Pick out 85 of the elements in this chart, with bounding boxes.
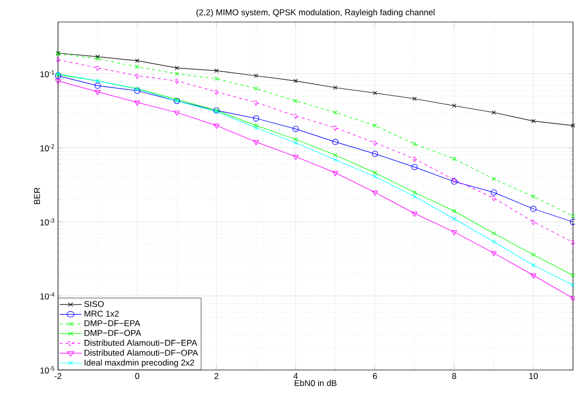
- x-tick-label: 6: [373, 373, 377, 380]
- point: [253, 140, 259, 146]
- point: [490, 251, 497, 256]
- x-axis-title: EbN0 in dB: [294, 380, 336, 386]
- point: [254, 74, 258, 78]
- point: [332, 138, 338, 146]
- y-tick-label: 10$^{-2}$: [40, 144, 54, 152]
- point: [372, 190, 378, 196]
- point: [372, 90, 378, 96]
- point: [332, 171, 338, 176]
- point: [174, 110, 180, 116]
- point: [570, 218, 575, 225]
- point: [214, 76, 219, 81]
- point: [412, 190, 417, 195]
- point: [531, 194, 536, 199]
- x-tick-label: -2: [54, 373, 62, 379]
- point: [55, 79, 61, 84]
- y-tick-label: 10$^{-3}$: [40, 218, 54, 226]
- point: [492, 240, 496, 244]
- point: [372, 123, 378, 128]
- point: [452, 216, 456, 221]
- point: [492, 176, 496, 182]
- point: [333, 85, 338, 90]
- legend-label: DMP−DF−OPA: [84, 330, 142, 336]
- point: [452, 208, 456, 214]
- point: [530, 274, 536, 279]
- point: [333, 110, 338, 115]
- point: [134, 100, 140, 106]
- chart-title: (2,2) MIMO system, QPSK modulation, Rayleigh fading channel: [196, 9, 434, 17]
- point: [135, 58, 140, 63]
- point: [174, 66, 179, 70]
- x-tick-label: 0: [135, 373, 140, 380]
- point: [135, 64, 140, 69]
- legend-label: SISO: [84, 301, 104, 307]
- x-tick-label: 8: [452, 373, 456, 380]
- x-tick-label: 2: [214, 373, 218, 379]
- point: [214, 124, 220, 129]
- point: [214, 68, 219, 73]
- point: [412, 142, 417, 146]
- point: [570, 214, 575, 218]
- point: [294, 140, 298, 145]
- point: [94, 82, 101, 89]
- x-tick-label: 4: [294, 373, 298, 379]
- point: [252, 115, 260, 122]
- point: [412, 194, 417, 199]
- legend-label: MRC 1x2: [84, 310, 119, 317]
- point: [294, 98, 298, 104]
- point: [292, 154, 299, 160]
- y-axis-title: BER: [34, 188, 40, 204]
- point: [134, 88, 140, 94]
- y-tick-label: 10$^{-1}$: [40, 70, 54, 78]
- point: [372, 170, 378, 175]
- point: [254, 126, 258, 130]
- point: [490, 189, 497, 196]
- point: [570, 296, 575, 302]
- point: [492, 110, 496, 115]
- legend-label: Ideal maxdmin precoding 2x2: [84, 359, 194, 368]
- point: [372, 174, 378, 179]
- point: [451, 230, 458, 236]
- point: [254, 123, 258, 128]
- point: [294, 137, 298, 142]
- point: [531, 263, 536, 268]
- point: [492, 231, 496, 236]
- legend-label: Distributed Alamouti−DF−OPA: [84, 350, 198, 356]
- point: [174, 72, 179, 76]
- point: [292, 126, 299, 132]
- point: [531, 118, 536, 124]
- point: [94, 90, 101, 96]
- point: [254, 86, 258, 91]
- x-tick-label: 10: [529, 373, 538, 380]
- point: [412, 212, 418, 217]
- legend-label: Distributed Alamouti−DF−EPA: [84, 340, 198, 346]
- point: [333, 152, 338, 158]
- point: [452, 156, 456, 161]
- y-tick-label: 10$^{-5}$: [40, 366, 54, 374]
- point: [530, 206, 536, 212]
- point: [452, 104, 456, 108]
- point: [372, 150, 378, 157]
- point: [411, 164, 418, 170]
- point: [412, 96, 417, 101]
- y-tick-label: 10$^{-4}$: [40, 292, 54, 300]
- point: [531, 252, 536, 257]
- point: [294, 78, 298, 84]
- legend-label: DMP−DF−EPA: [84, 320, 140, 326]
- point: [333, 158, 338, 162]
